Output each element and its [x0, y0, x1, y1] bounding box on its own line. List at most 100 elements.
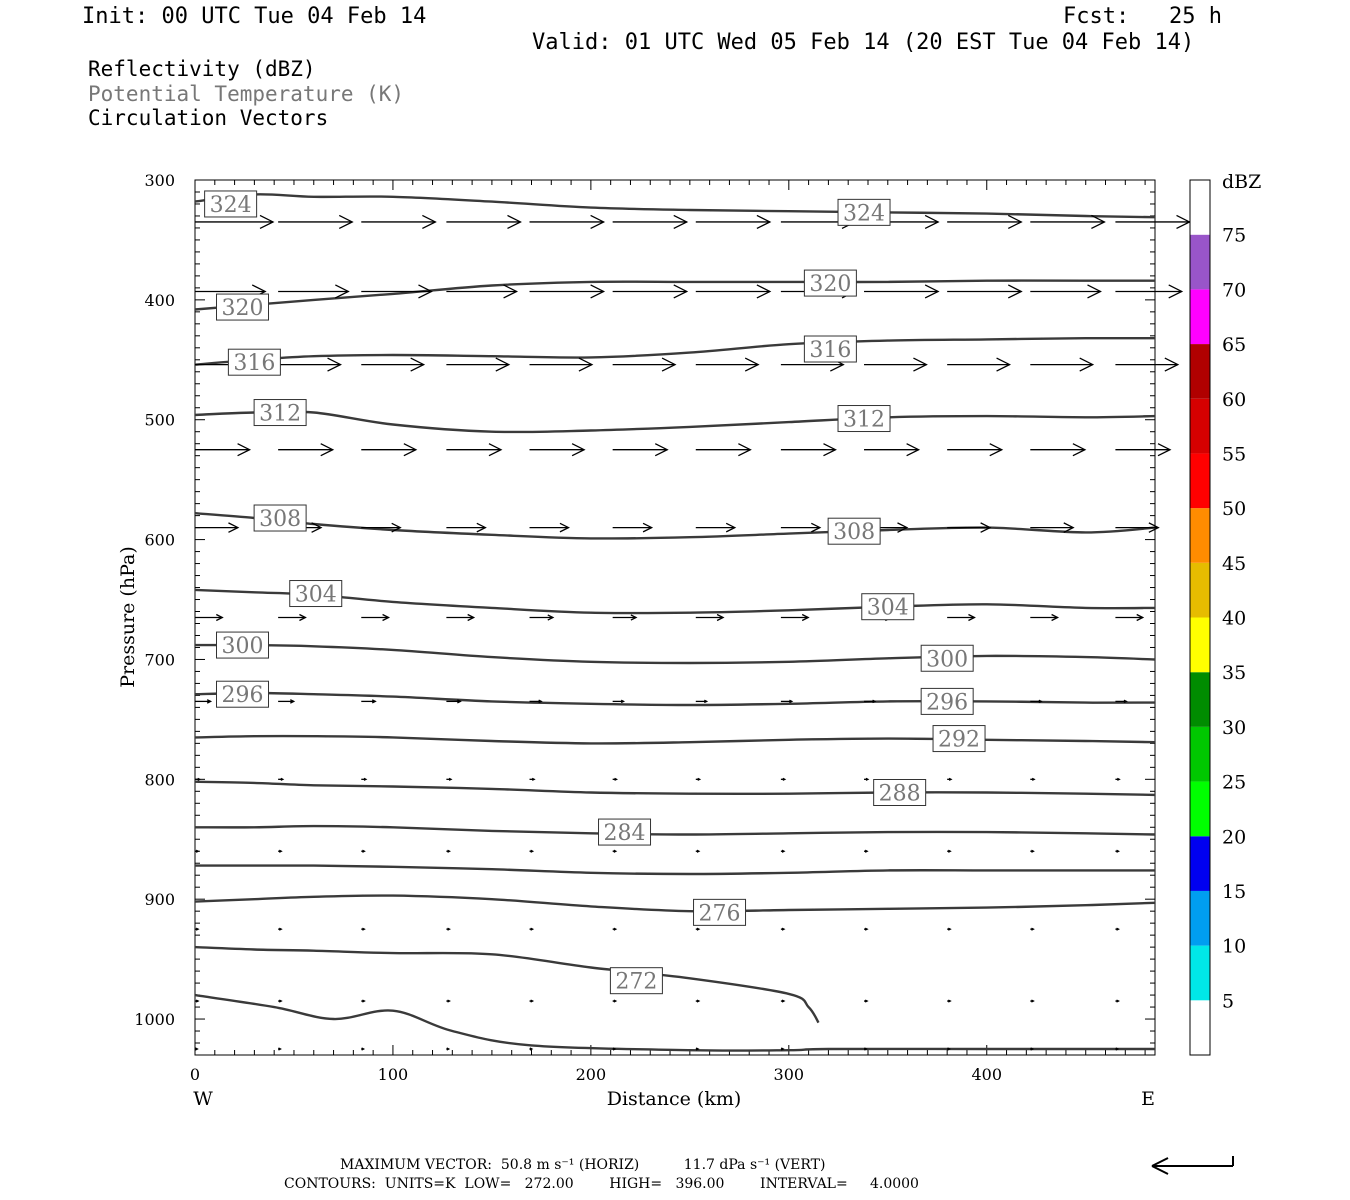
vector-head [195, 927, 200, 931]
colorbar-tick-label: 20 [1222, 826, 1246, 848]
colorbar: 5 10 15 20 25 30 35 40 45 50 55 60 65 70 75 [1189, 179, 1246, 1056]
colorbar-segment [1190, 562, 1210, 618]
circulation-vector [695, 927, 701, 931]
vector-head [530, 849, 535, 853]
circulation-vector [195, 849, 200, 853]
circulation-vector [780, 777, 787, 781]
circulation-vector [195, 699, 213, 704]
vector-head [362, 999, 366, 1003]
vector-head [725, 522, 737, 533]
colorbar-segment [1190, 289, 1210, 345]
forecast-hour: Fcst: 25 h [1063, 4, 1222, 29]
colorbar-segment [1190, 344, 1210, 399]
x-tick-label: 100 [378, 1065, 409, 1084]
vector-head [290, 699, 296, 704]
vector-head [195, 1047, 199, 1051]
circulation-vector [278, 699, 296, 704]
x-axis-label: Distance (km) [607, 1088, 742, 1110]
circulation-vector [278, 443, 335, 457]
circulation-vector [1030, 699, 1043, 704]
vector-head [447, 849, 451, 853]
circulation-vector [1115, 357, 1180, 372]
vector-head [968, 613, 976, 622]
circulation-vector [864, 777, 870, 781]
init-time: Init: 00 UTC Tue 04 Feb 14 [82, 4, 427, 29]
circulation-vector [1115, 777, 1121, 781]
vector-head [278, 1047, 282, 1051]
vector-head [338, 214, 354, 230]
y-tick-label: 600 [144, 531, 175, 550]
isentrope-label-box [289, 580, 343, 608]
colorbar-tick-label: 25 [1222, 772, 1246, 794]
circulation-vector [864, 699, 877, 704]
vector-head [362, 849, 366, 853]
isentrope-label-box [216, 293, 270, 321]
circulation-vector [361, 613, 391, 622]
circulation-vector [864, 284, 940, 299]
circulation-vector [1030, 927, 1035, 931]
circulation-vector [195, 214, 275, 230]
vector-head [311, 522, 323, 533]
circulation-vector [529, 443, 586, 457]
circulation-vector [612, 614, 638, 621]
vector-head [278, 927, 283, 931]
vector-head [1148, 522, 1160, 533]
vector-head [989, 443, 1004, 457]
y-tick-label: 700 [144, 650, 175, 669]
vector-head [197, 777, 202, 781]
circulation-vector [446, 999, 451, 1003]
circulation-vector [1030, 1047, 1035, 1051]
axis-tick-labels: 0 100 200 300 400 300 400 500 600 700 800 900 1000 [134, 171, 1002, 1084]
vector-head [1007, 214, 1023, 230]
isentrope-320 [194, 279, 1155, 311]
vector-head [216, 613, 224, 622]
vector-head [1157, 443, 1172, 457]
vector-head [738, 443, 752, 457]
isentrope-292 [194, 734, 1156, 745]
circulation-vector [278, 999, 283, 1003]
vector-head [391, 522, 402, 533]
isentrope-label: 276 [699, 901, 741, 926]
isentrope-label-box [204, 190, 258, 218]
vector-head [1031, 927, 1035, 931]
vector-head [661, 357, 677, 372]
legend-circulation-vectors: Circulation Vectors [88, 106, 329, 130]
isentrope-label: 312 [259, 402, 301, 427]
vector-head [1117, 777, 1121, 781]
circulation-vector [1115, 443, 1172, 457]
vector-head [1031, 999, 1035, 1003]
circulation-vector [1030, 613, 1060, 622]
isentrope-label: 308 [259, 507, 301, 532]
colorbar-segment [1190, 617, 1210, 673]
circulation-vector [1115, 613, 1145, 622]
circulation-vector [612, 214, 689, 230]
vector-head [488, 443, 503, 457]
vector-head [872, 699, 877, 704]
vector-head [897, 522, 909, 533]
circulation-vector [947, 357, 1012, 372]
isentrope-label: 316 [233, 351, 275, 376]
isentropes [194, 193, 1156, 1052]
circulation-vector [695, 357, 760, 372]
circulation-vector [529, 214, 606, 230]
legend-reflectivity: Reflectivity (dBZ) [88, 57, 316, 81]
colorbar-segment [1190, 180, 1210, 235]
vector-head [259, 214, 275, 230]
vector-head [620, 699, 626, 704]
isentrope-label: 288 [879, 782, 921, 807]
isentrope-280 [195, 864, 1155, 876]
vector-head [335, 284, 350, 299]
vector-head [781, 849, 786, 853]
isentrope-284 [194, 824, 1156, 836]
vector-head [947, 999, 952, 1003]
vector-head [495, 357, 511, 372]
circulation-vector [446, 1047, 451, 1051]
isentrope-label-box [803, 269, 857, 297]
max-vector-note: MAXIMUM VECTOR: 50.8 m s⁻¹ (HORIZ) 11.7 … [340, 1157, 826, 1173]
vector-head [529, 1047, 534, 1051]
east-label: E [1141, 1088, 1155, 1110]
circulation-vector [695, 522, 737, 533]
west-label: W [193, 1088, 213, 1110]
circulation-vector [361, 214, 437, 230]
vector-head [801, 613, 810, 622]
